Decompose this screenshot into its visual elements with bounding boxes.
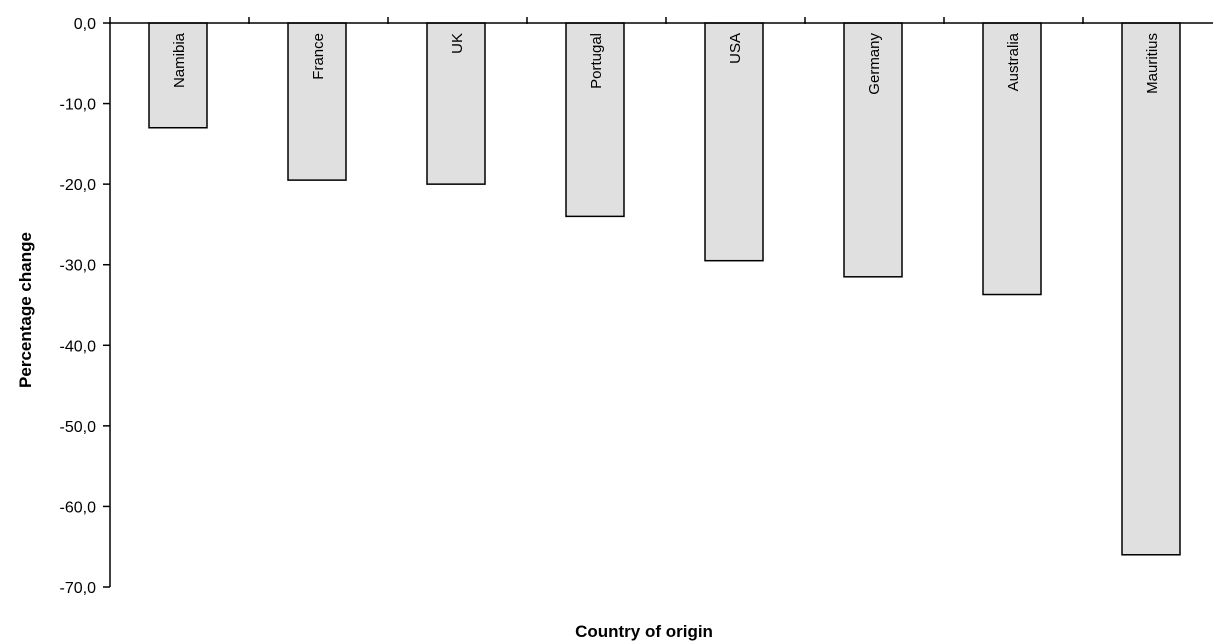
y-tick-label: -30,0	[60, 258, 97, 275]
y-tick-label: -50,0	[60, 419, 97, 436]
y-axis-title: Percentage change	[16, 232, 35, 388]
bar-uk	[426, 22, 486, 185]
y-tick-label: -60,0	[60, 499, 97, 516]
category-label-portugal: Portugal	[588, 33, 605, 89]
bars	[148, 22, 1181, 556]
category-label-mauritius: Mauritius	[1144, 33, 1161, 94]
category-label-usa: USA	[727, 33, 744, 64]
category-label-namibia: Namibia	[171, 32, 188, 88]
bar-portugal	[565, 22, 625, 218]
category-label-australia: Australia	[1005, 32, 1022, 91]
y-axis-ticks: 0,0 -10,0 -20,0 -30,0 -40,0 -50,0 -60,0 -70,0	[60, 16, 110, 597]
bar-namibia	[148, 22, 208, 129]
x-axis-title: Country of origin	[575, 622, 713, 641]
y-tick-label: -70,0	[60, 580, 97, 597]
bar-france	[287, 22, 347, 181]
category-labels: Namibia France UK Portugal USA Germany Austral…	[171, 32, 1161, 94]
y-tick-label: 0,0	[74, 16, 96, 33]
y-tick-label: -20,0	[60, 177, 97, 194]
category-label-germany: Germany	[866, 33, 883, 95]
category-label-france: France	[310, 33, 327, 80]
x-axis-ticks	[109, 17, 1084, 24]
bar-usa	[704, 22, 764, 262]
category-label-uk: UK	[449, 33, 466, 54]
y-tick-label: -10,0	[60, 97, 97, 114]
bar-mauritius	[1121, 22, 1181, 556]
y-tick-label: -40,0	[60, 338, 97, 355]
